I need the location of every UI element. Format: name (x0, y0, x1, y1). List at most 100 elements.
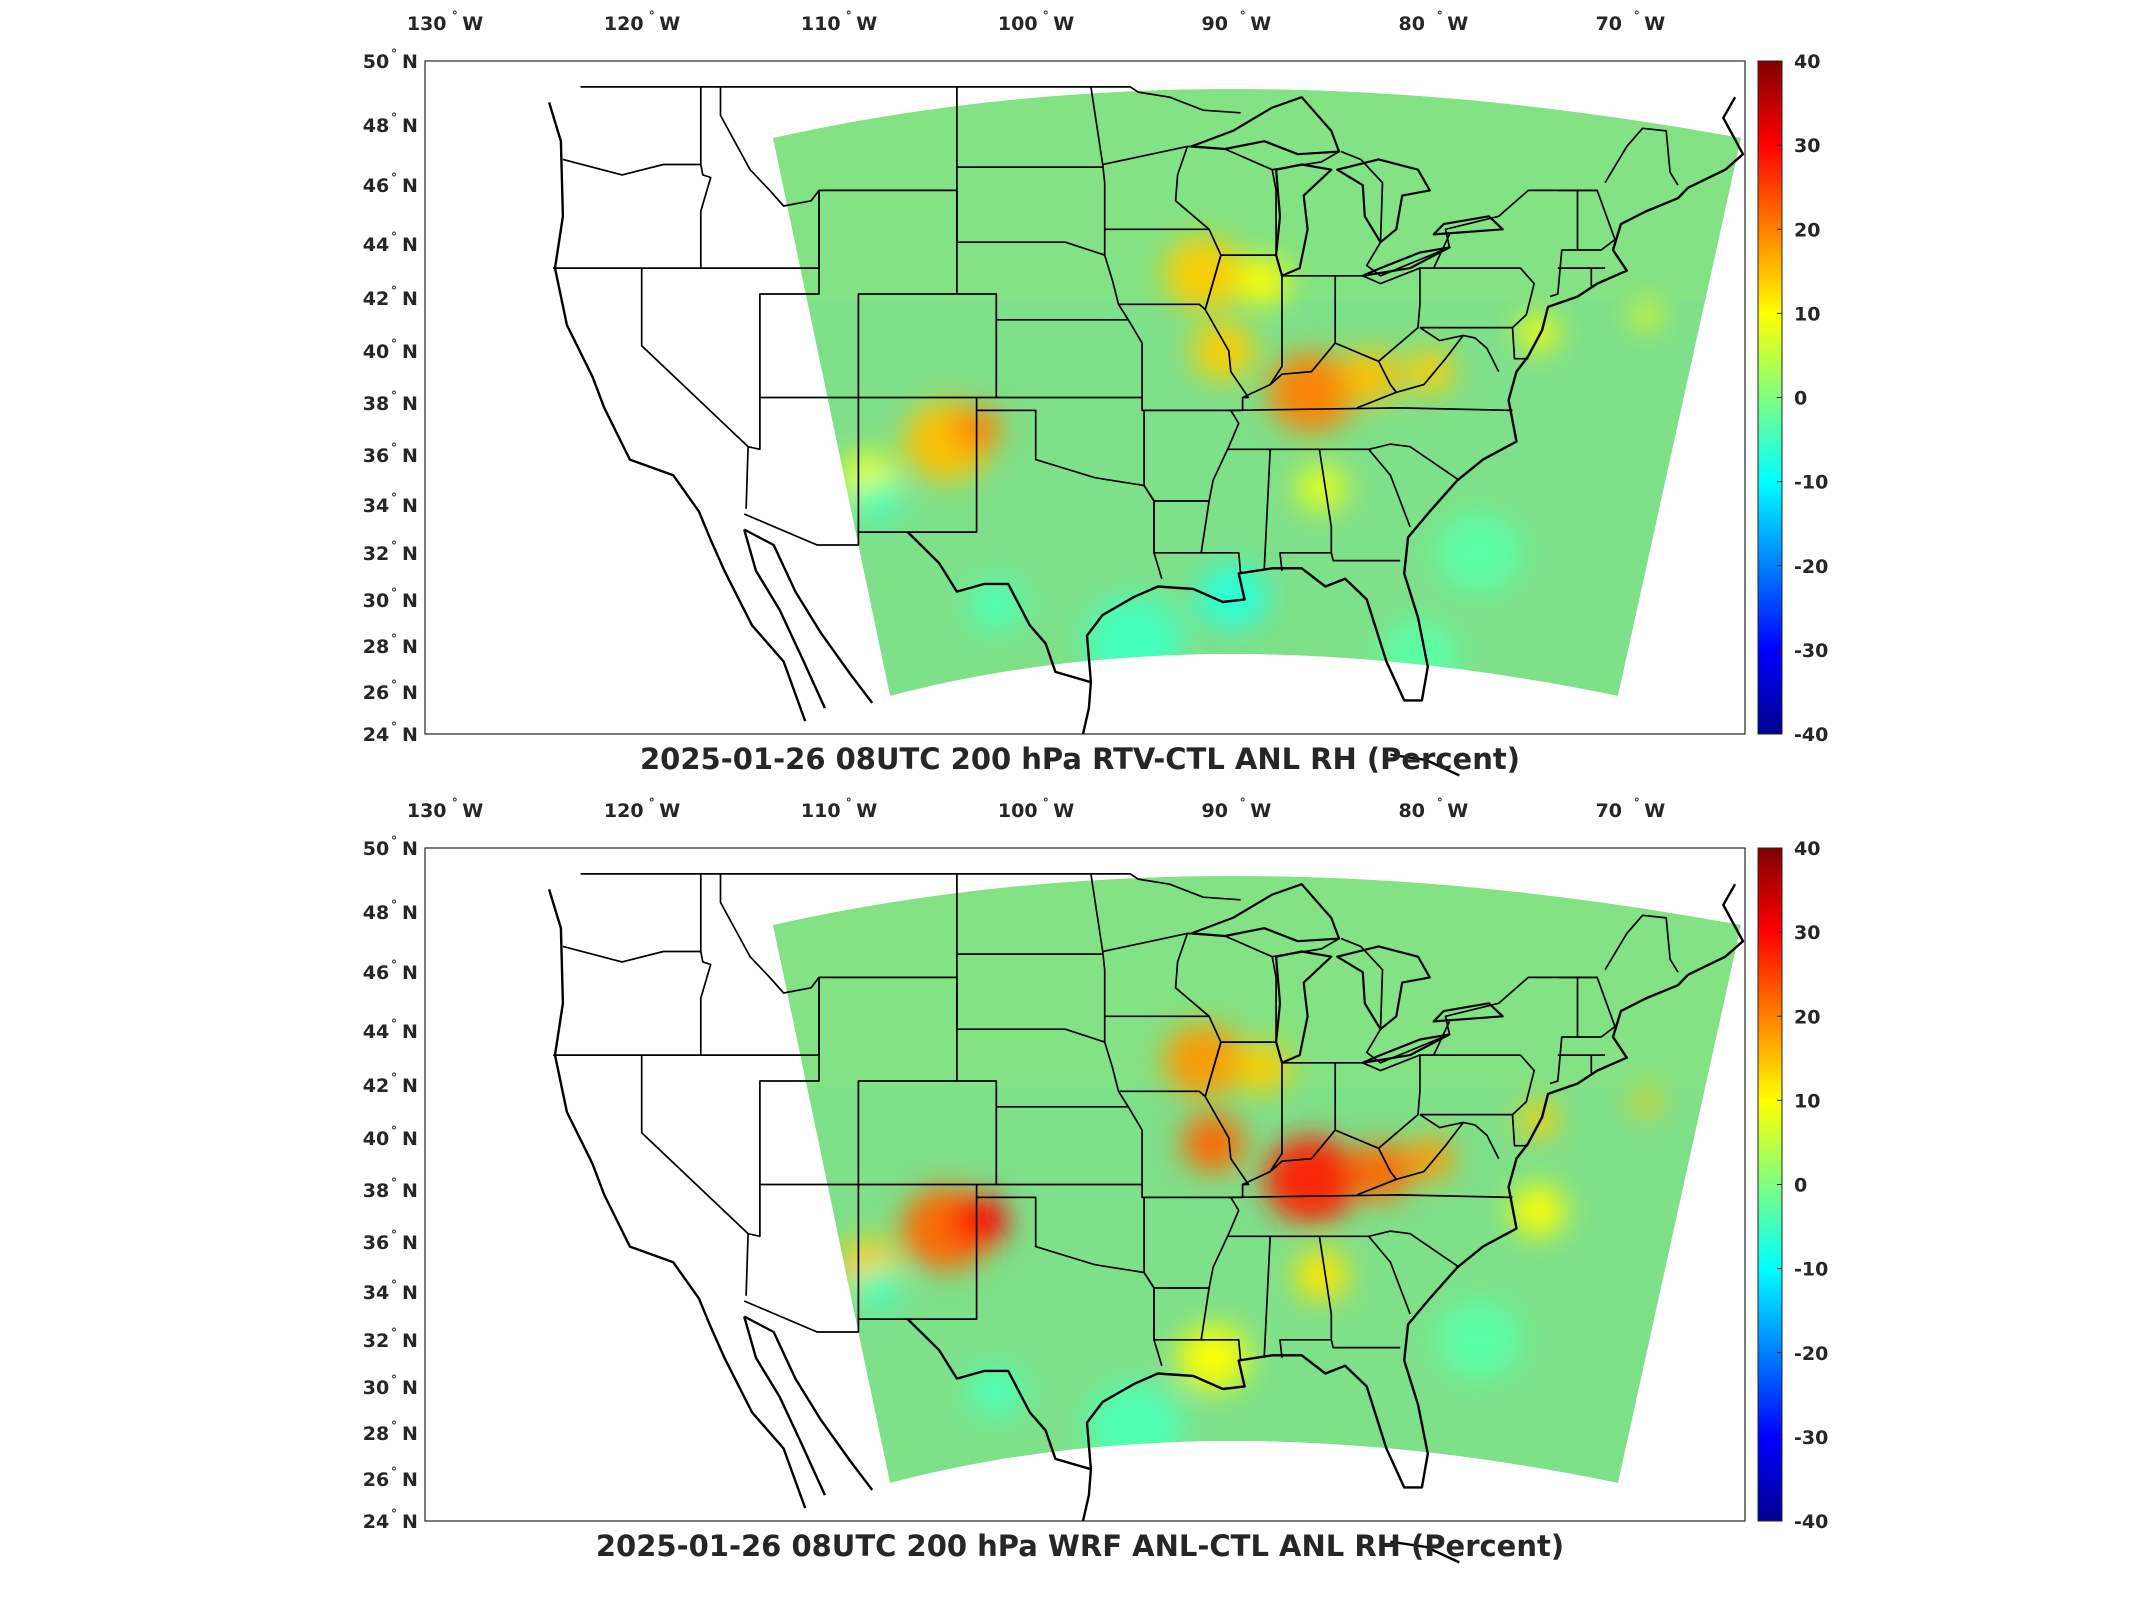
great-lake-outline (1190, 96, 1341, 156)
lat-hemisphere: N (402, 902, 418, 924)
lat-hemisphere: N (402, 1423, 418, 1445)
colorbar-tick-label: -20 (1794, 556, 1828, 578)
state-boundary (743, 397, 860, 546)
lat-hemisphere: N (402, 1232, 418, 1254)
state-boundary (1153, 1288, 1242, 1361)
field-anomaly (1268, 352, 1355, 433)
field-north-tint (773, 89, 1741, 300)
lat-hemisphere: N (402, 1180, 418, 1202)
state-boundary (699, 873, 712, 1056)
lon-hemisphere: W (1250, 800, 1271, 822)
lat-hemisphere: N (402, 393, 418, 415)
coastline (1687, 96, 1745, 189)
lon-tick-label: 110 (801, 13, 841, 35)
lat-tick-label: 28 (363, 1423, 389, 1445)
lat-tick-label: 48 (363, 902, 389, 924)
state-boundary (1549, 976, 1616, 1085)
state-boundary (562, 158, 701, 176)
lat-tick-label: 24 (363, 724, 389, 746)
degree-mark: ° (1240, 9, 1246, 23)
field-anomaly (1406, 1136, 1454, 1181)
lon-tick-label: 90 (1202, 800, 1228, 822)
lon-tick-label: 100 (998, 800, 1038, 822)
state-boundary (1330, 552, 1401, 562)
state-boundary (1368, 448, 1411, 528)
degree-mark: ° (649, 9, 655, 23)
lat-hemisphere: N (402, 838, 418, 860)
degree-mark: ° (391, 1326, 397, 1340)
field-anomaly (1163, 1024, 1243, 1097)
lat-tick-label: 48 (363, 115, 389, 137)
field-anomaly (1435, 1299, 1523, 1380)
degree-mark: ° (391, 834, 397, 848)
colorbar-tick-label: 40 (1794, 838, 1820, 860)
state-boundary (1269, 273, 1283, 386)
degree-mark: ° (1634, 9, 1640, 23)
coastline (547, 102, 807, 722)
field-anomaly (1234, 1042, 1290, 1094)
coastline (906, 531, 1092, 684)
lat-hemisphere: N (402, 682, 418, 704)
state-boundary (1330, 1339, 1401, 1349)
field-anomaly (1341, 349, 1401, 404)
lon-hemisphere: W (856, 13, 877, 35)
degree-mark: ° (391, 1124, 397, 1138)
state-boundary (1340, 150, 1598, 277)
degree-mark: ° (391, 1071, 397, 1085)
state-boundary (1368, 1235, 1411, 1315)
field-anomaly (1435, 512, 1523, 593)
state-boundary (747, 397, 761, 451)
coastline (906, 1318, 1092, 1471)
state-boundary (1143, 409, 1240, 502)
lat-hemisphere: N (402, 234, 418, 256)
lat-tick-label: 28 (363, 636, 389, 658)
degree-mark: ° (452, 796, 458, 810)
field-anomaly (854, 1266, 902, 1310)
lon-hemisphere: W (1447, 800, 1468, 822)
lon-tick-label: 90 (1202, 13, 1228, 35)
rh-difference-field (773, 876, 1741, 1483)
degree-mark: ° (391, 720, 397, 734)
lon-hemisphere: W (659, 13, 680, 35)
state-boundary (1143, 1196, 1240, 1289)
state-boundary (747, 1184, 761, 1238)
lat-hemisphere: N (402, 341, 418, 363)
field-anomaly (854, 479, 902, 523)
lat-tick-label: 36 (363, 445, 389, 467)
field-anomaly (1406, 349, 1454, 394)
state-boundary (580, 86, 1241, 114)
lat-hemisphere: N (402, 1128, 418, 1150)
lat-tick-label: 46 (363, 175, 389, 197)
lon-hemisphere: W (1053, 800, 1074, 822)
colorbar-tick-label: -20 (1794, 1343, 1828, 1365)
lat-tick-label: 30 (363, 1377, 389, 1399)
coastline (1081, 1469, 1093, 1522)
coastline (1390, 1540, 1460, 1564)
degree-mark: ° (391, 1278, 397, 1292)
colorbar-tick-label: 0 (1794, 1175, 1807, 1197)
state-boundary (1319, 1230, 1460, 1269)
colorbar-tick-label: 30 (1794, 135, 1820, 157)
lat-tick-label: 46 (363, 962, 389, 984)
lon-tick-label: 130 (407, 800, 447, 822)
colorbar-tick-label: 20 (1794, 1006, 1820, 1028)
lat-tick-label: 30 (363, 590, 389, 612)
field-anomaly (1632, 301, 1661, 328)
lat-hemisphere: N (402, 51, 418, 73)
degree-mark: ° (391, 539, 397, 553)
colorbar-tick-label: -30 (1794, 640, 1828, 662)
degree-mark: ° (391, 1373, 397, 1387)
colorbar-tick-label: 30 (1794, 922, 1820, 944)
lat-tick-label: 24 (363, 1511, 389, 1533)
state-boundary (1419, 326, 1500, 372)
degree-mark: ° (391, 1017, 397, 1031)
degree-mark: ° (1240, 796, 1246, 810)
degree-mark: ° (391, 958, 397, 972)
degree-mark: ° (391, 284, 397, 298)
lat-hemisphere: N (402, 543, 418, 565)
map-svg: 130 ° W 120 ° W 110 ° W 100 ° W 90 ° W 80 ° W 70 ° W50 ° N48 ° N… (363, 796, 1828, 1564)
state-boundary (1319, 443, 1460, 482)
coastline (743, 529, 826, 709)
state-boundary (996, 1106, 1143, 1186)
map-svg: 130 ° W 120 ° W 110 ° W 100 ° W 90 ° W 80 ° W 70 ° W50 ° N48 ° N… (363, 9, 1828, 777)
